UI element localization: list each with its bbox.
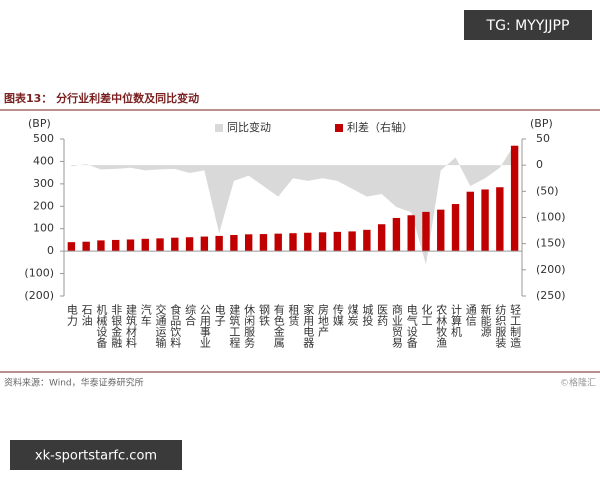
bar [363,229,371,252]
watermark-box [10,440,182,470]
x-tick-label: 化工 [420,303,433,326]
x-tick-label: 综合 [184,303,197,326]
bar [422,211,430,252]
x-tick-label: 医药 [376,304,389,327]
x-tick-label: 休闲服务 [243,304,256,348]
bar [156,238,164,252]
x-tick-label: 农林牧渔 [435,303,448,349]
x-tick-label: 新能源 [479,303,492,338]
x-tick-label: 石油 [80,304,93,326]
bar [333,231,342,252]
y-tick-label: (200) [24,289,54,302]
x-tick-label: 有色金属 [272,303,285,349]
y2-tick-label: 50 [536,132,550,145]
source: 资料来源：Wind，华泰证券研究所 [4,377,144,389]
x-tick-label: 建筑材料 [124,303,137,349]
bar [348,231,356,252]
x-tick-label: 纺织服装 [494,303,507,349]
x-tick-label: 钢铁 [257,304,270,326]
bar [437,209,445,252]
bar [82,241,90,252]
y-tick-label: 0 [47,244,54,257]
bar [377,224,386,252]
x-tick-label: 电气设备 [405,304,418,349]
bar [481,189,489,252]
bar [304,232,312,252]
x-tick-label: 电子 [213,304,226,326]
bar [510,145,519,252]
x-tick-label: 食品饮料 [169,303,182,349]
x-tick-label: 汽车 [139,303,152,327]
legend-label: 利差（右轴） [347,120,413,134]
y-axis-label: (BP) [28,117,51,130]
y2-tick-label: (100) [536,211,566,224]
y-tick-label: 400 [33,154,54,167]
y-tick-label: 100 [33,222,54,235]
bar [171,237,179,252]
x-tick-label: 城投 [361,304,374,327]
x-tick-label: 电力 [65,304,78,326]
x-tick-label: 房地产 [317,304,330,338]
bar [259,234,268,252]
x-tick-label: 计算机 [450,304,463,337]
y2-axis-label: (BP) [530,117,553,130]
x-tick-label: 传媒 [331,304,344,327]
credit: ©格隆汇 [560,377,596,389]
bar [185,237,194,252]
bar [126,239,135,252]
y-tick-label: 500 [33,132,54,145]
y2-tick-label: (50) [536,184,559,197]
y2-tick-label: (250) [536,289,566,302]
bar [466,191,474,252]
watermark: xk-sportstarfc.com [35,449,157,464]
watermark-box [464,10,592,40]
x-tick-label: 家用电器 [302,303,315,349]
bar [230,234,238,252]
bar [215,235,223,252]
bar [67,242,76,252]
x-tick-label: 轻工制造 [509,303,522,348]
y2-tick-label: 0 [536,158,543,171]
bar [451,204,460,252]
x-tick-label: 商业贸易 [390,303,403,349]
bar [274,233,282,252]
legend-label: 同比变动 [227,120,271,134]
area [71,144,515,265]
x-tick-label: 公用事业 [198,304,211,348]
watermark: TG: MYYJJPP [486,18,570,34]
x-tick-label: 通信 [464,304,477,327]
y-tick-label: 300 [33,177,54,190]
bar [97,240,105,252]
bar [392,217,401,252]
y2-tick-label: (200) [536,263,566,276]
legend-swatch [215,124,223,132]
y-tick-label: 200 [33,199,54,212]
y-tick-label: (100) [24,267,54,280]
bar [141,238,149,252]
bar [244,234,253,252]
bar [407,215,415,252]
x-tick-label: 交通运输 [154,303,167,349]
legend-swatch [335,124,343,132]
x-tick-label: 机械设备 [95,303,108,349]
chart-title: 图表13： 分行业利差中位数及同比变动 [4,91,199,105]
bar [496,187,504,252]
x-tick-label: 非银金融 [110,304,123,349]
bar [200,236,209,252]
y2-tick-label: (150) [536,237,566,250]
x-tick-label: 煤炭 [346,304,359,327]
bar [289,233,297,252]
x-tick-label: 租赁 [287,304,300,327]
bar [318,232,327,252]
bar [112,239,120,252]
x-tick-label: 建筑工程 [228,303,241,349]
